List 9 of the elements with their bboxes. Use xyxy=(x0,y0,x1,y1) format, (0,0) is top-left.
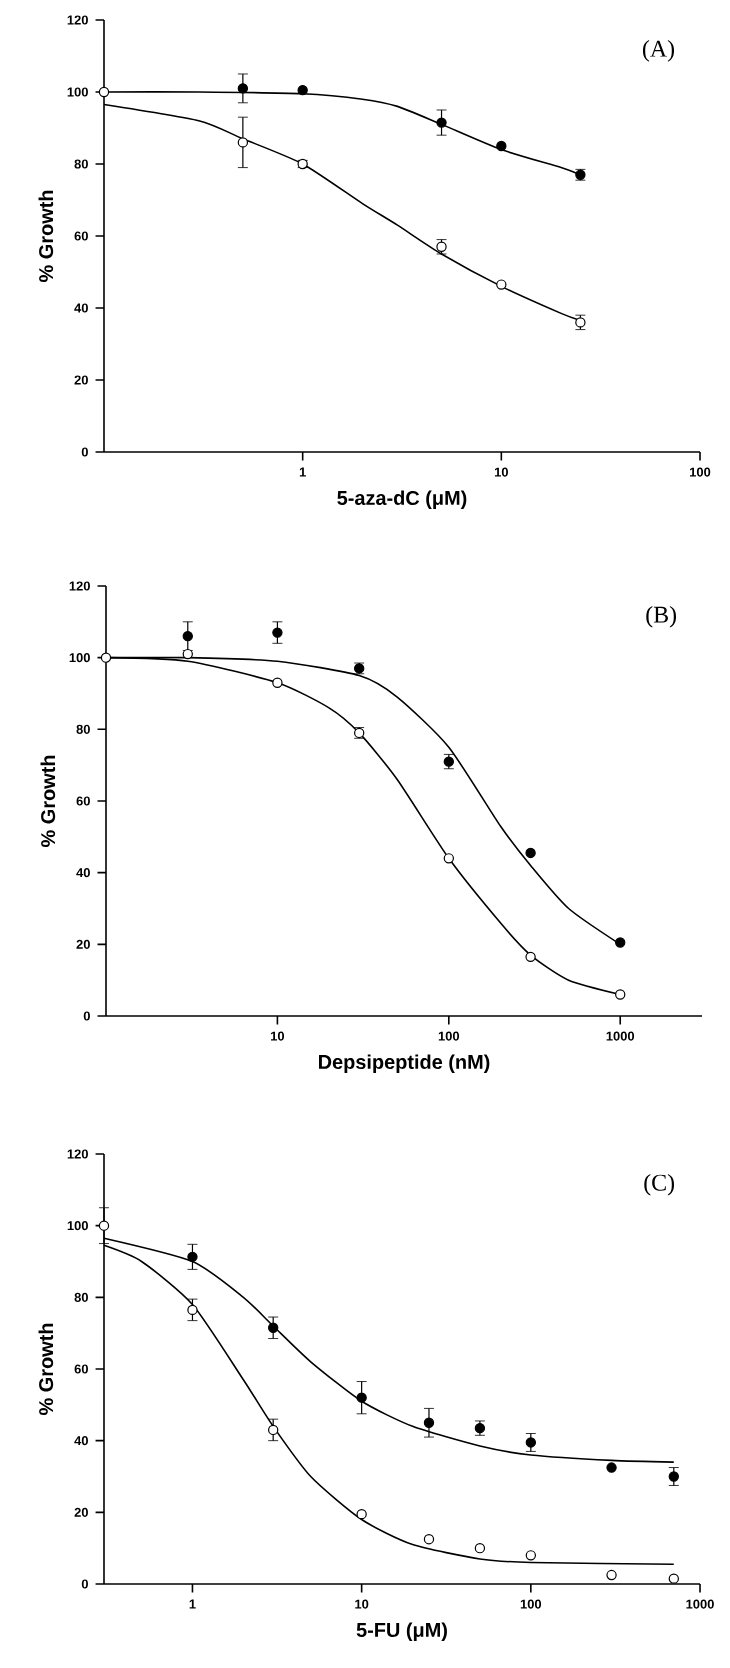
y-axis-title: % Growth xyxy=(38,190,54,282)
x-axis-title: 5-FU (μM) xyxy=(356,1622,447,1641)
x-axis-title: 5-aza-dC (μM) xyxy=(337,490,467,509)
text: (A) xyxy=(642,39,675,62)
text: (C) xyxy=(644,1173,675,1196)
y-axis-title: % Growth xyxy=(40,755,56,847)
y-axis-title: % Growth xyxy=(38,1323,54,1415)
x-axis-title: Depsipeptide (nM) xyxy=(319,1054,490,1073)
text: (B) xyxy=(646,605,677,628)
